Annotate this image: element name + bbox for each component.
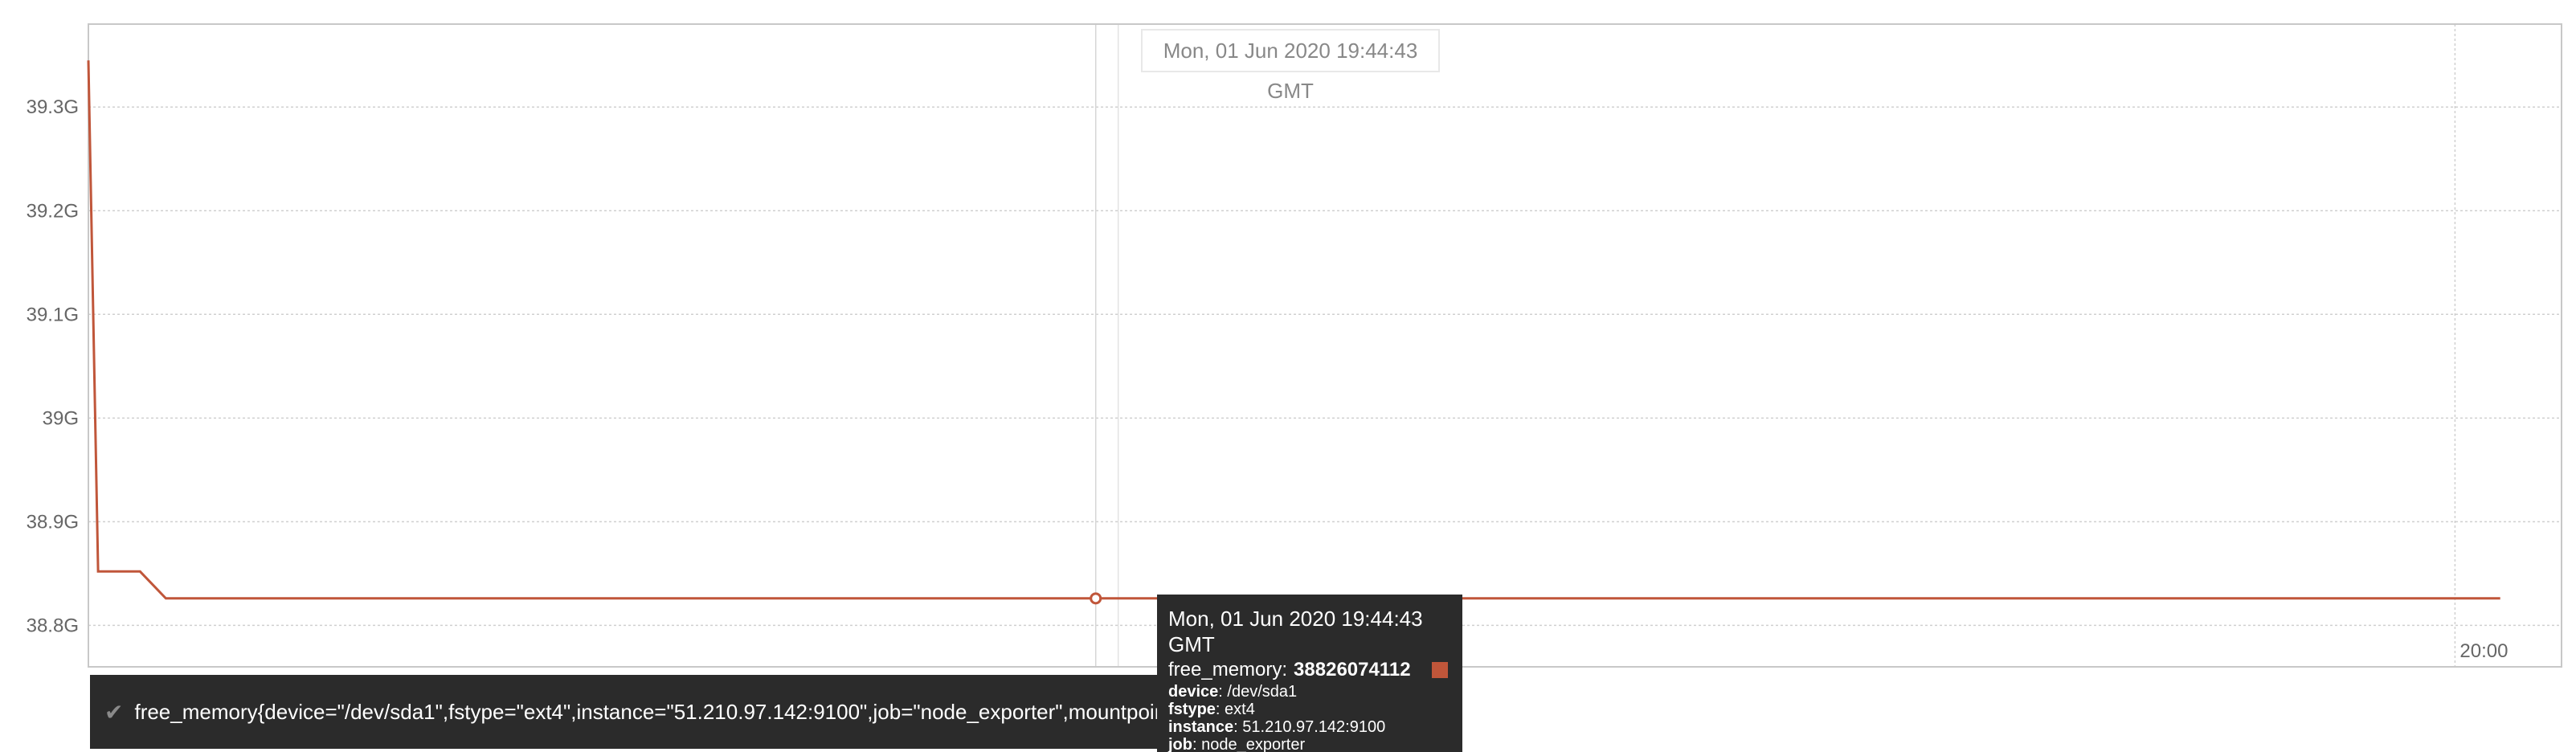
y-axis-ticks: 38.8G 38.9G 39G 39.1G 39.2G 39.3G [27, 96, 79, 636]
tooltip-value: 38826074112 [1294, 659, 1411, 680]
x-axis-ticks: 20:00 [2459, 640, 2508, 662]
x-tick-label: 20:00 [2459, 640, 2508, 662]
tooltip-series-name: free_memory: [1168, 659, 1288, 680]
tooltip-date: Mon, 01 Jun 2020 19:44:43 GMT [1168, 607, 1423, 656]
y-tick-label: 39.1G [27, 304, 79, 325]
y-tick-label: 39G [43, 407, 79, 429]
hover-point [1090, 592, 1102, 605]
y-tick-label: 39.2G [27, 200, 79, 222]
tooltip-series: free_memory: 38826074112 [1168, 657, 1451, 683]
y-tick-label: 38.8G [27, 615, 79, 636]
tooltip-swatch [1432, 662, 1448, 678]
hover-time-label: Mon, 01 Jun 2020 19:44:43 GMT [1141, 29, 1440, 103]
grid-lines [88, 24, 2562, 667]
hover-marker [1090, 592, 1102, 605]
series-line [87, 60, 2500, 600]
tooltip-label-fstype: fstype: ext4 [1168, 701, 1255, 718]
legend-series-label[interactable]: free_memory{device="/dev/sda1",fstype="e… [134, 699, 1167, 724]
legend[interactable]: ✔ free_memory{device="/dev/sda1",fstype=… [90, 675, 1167, 749]
legend-check-icon[interactable]: ✔ [104, 699, 124, 725]
y-tick-label: 38.9G [27, 511, 79, 533]
y-tick-label: 39.3G [27, 96, 79, 118]
tooltip-label-device: device: /dev/sda1 [1168, 683, 1298, 701]
tooltip-label-instance: instance: 51.210.97.142:9100 [1168, 718, 1386, 736]
data-tooltip: Mon, 01 Jun 2020 19:44:43 GMT free_memor… [1157, 595, 1462, 752]
plot-frame [88, 23, 2562, 668]
series-lines [87, 60, 2500, 600]
tooltip-label-job: job: node_exporter [1168, 736, 1306, 752]
